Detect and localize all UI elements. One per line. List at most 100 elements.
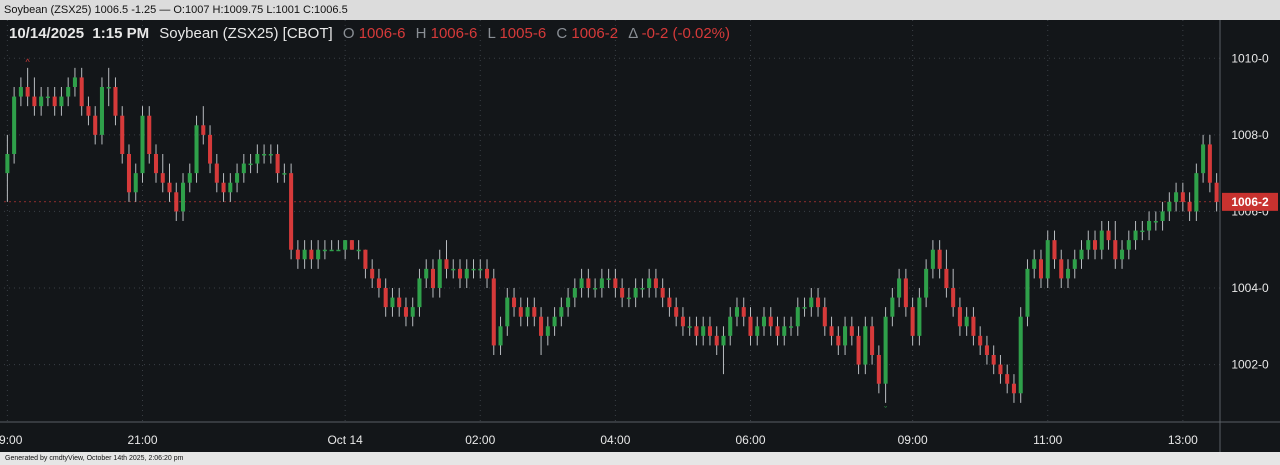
candle [755,316,760,346]
candle [1133,221,1138,250]
candle-body [653,278,658,288]
candle-body [714,335,719,346]
candle [930,240,935,279]
candle-body [1072,259,1077,269]
grid-lines [4,20,1220,422]
candle [1065,259,1071,288]
candle-body [113,87,118,116]
candle-body [1167,201,1172,212]
candle-body [870,326,875,355]
candle-body [403,307,408,317]
candle [788,316,794,336]
candle-body [755,326,760,336]
candle-body [1052,240,1057,260]
header-datetime: 10/14/2025 1:15 PM [9,25,149,42]
candle-body [1174,192,1179,202]
candle [275,144,280,183]
candle [376,268,381,298]
footer: Generated by cmdtyView, October 14th 202… [0,452,1280,465]
candle-body [349,240,354,250]
candle [316,240,321,269]
candle [897,268,902,308]
candle-body [255,154,260,164]
candle-body [876,355,881,384]
x-tick-label: 04:00 [600,433,630,447]
candle-body [1106,230,1111,241]
candle-body [545,326,550,336]
candle [633,278,638,308]
candle-body [444,259,449,269]
candle-body [795,307,800,327]
candle-body [802,307,807,309]
candle [1052,230,1057,269]
candle [505,288,510,336]
candle-body [1207,144,1212,183]
candle [539,307,544,355]
candle-body [25,87,30,97]
candle-body [687,326,692,328]
candle-body [593,288,598,290]
candle-body [957,307,962,327]
candle-body [72,77,77,87]
candle [1045,230,1050,288]
x-tick-label: 09:00 [898,433,928,447]
candle [951,268,956,317]
candle [768,307,773,336]
candle-body [370,268,375,279]
candle-body [768,316,773,327]
candle-body [1038,259,1044,279]
y-tick-label: 1002-0 [1231,358,1269,372]
candle [248,154,253,174]
candle-body [734,307,740,317]
candle-body [782,326,787,336]
candle-body [998,364,1003,375]
candle-body [883,316,888,384]
candles: ^ˇ [5,57,1219,415]
candle-body [1214,182,1219,202]
candle-body [248,163,253,166]
candle [566,288,571,317]
change-label: Δ [628,25,638,42]
x-tick-label: 13:00 [1168,433,1198,447]
candle-body [322,249,327,252]
candle-body [518,307,523,317]
candle-body [39,96,44,107]
candle-body [721,335,726,346]
candle-body [694,326,699,336]
candle-body [599,278,604,288]
candle [498,316,503,355]
candle [775,316,780,346]
x-tick-label: 02:00 [465,433,495,447]
candle-body [424,268,429,279]
candle [52,87,57,116]
candle-body [383,288,388,308]
candle [349,240,354,250]
candle-body [863,326,868,365]
candle [680,307,685,336]
candle [660,278,665,308]
candle [208,125,213,174]
change-value: -0-2 (-0.02%) [642,25,730,42]
candle-body [417,278,422,308]
candle-body [647,278,652,288]
candle [1092,230,1098,260]
candle [417,268,422,317]
candle-body [606,278,611,280]
candle [640,278,645,298]
candle-body [856,335,861,365]
candle-body [978,335,983,346]
candle-body [262,154,267,156]
candle [167,163,172,202]
candle-body [1160,211,1165,221]
candle-body [484,268,490,279]
y-tick-label: 1008-0 [1231,128,1269,142]
candle-body [640,288,645,290]
candle [620,278,625,308]
candle-body [66,87,71,97]
candle-body [228,182,233,193]
header-line: 10/14/2025 1:15 PM Soybean (ZSX25) [CBOT… [9,25,730,42]
candle [593,278,598,298]
candle [586,268,591,298]
